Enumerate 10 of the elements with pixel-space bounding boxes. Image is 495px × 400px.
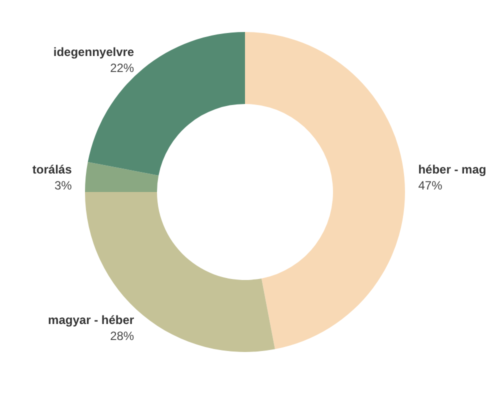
data-label: 22% [110,60,134,75]
slice-label: idegennyelvre [53,44,134,59]
slice-label: torálás [32,162,72,177]
donut-slice [85,162,159,192]
slice-label: héber - mag [418,162,486,177]
data-label: 47% [418,178,443,193]
data-label: 3% [54,178,72,193]
slice-label: magyar - héber [48,313,134,328]
donut-slice [245,32,405,350]
data-label: 28% [110,329,134,344]
